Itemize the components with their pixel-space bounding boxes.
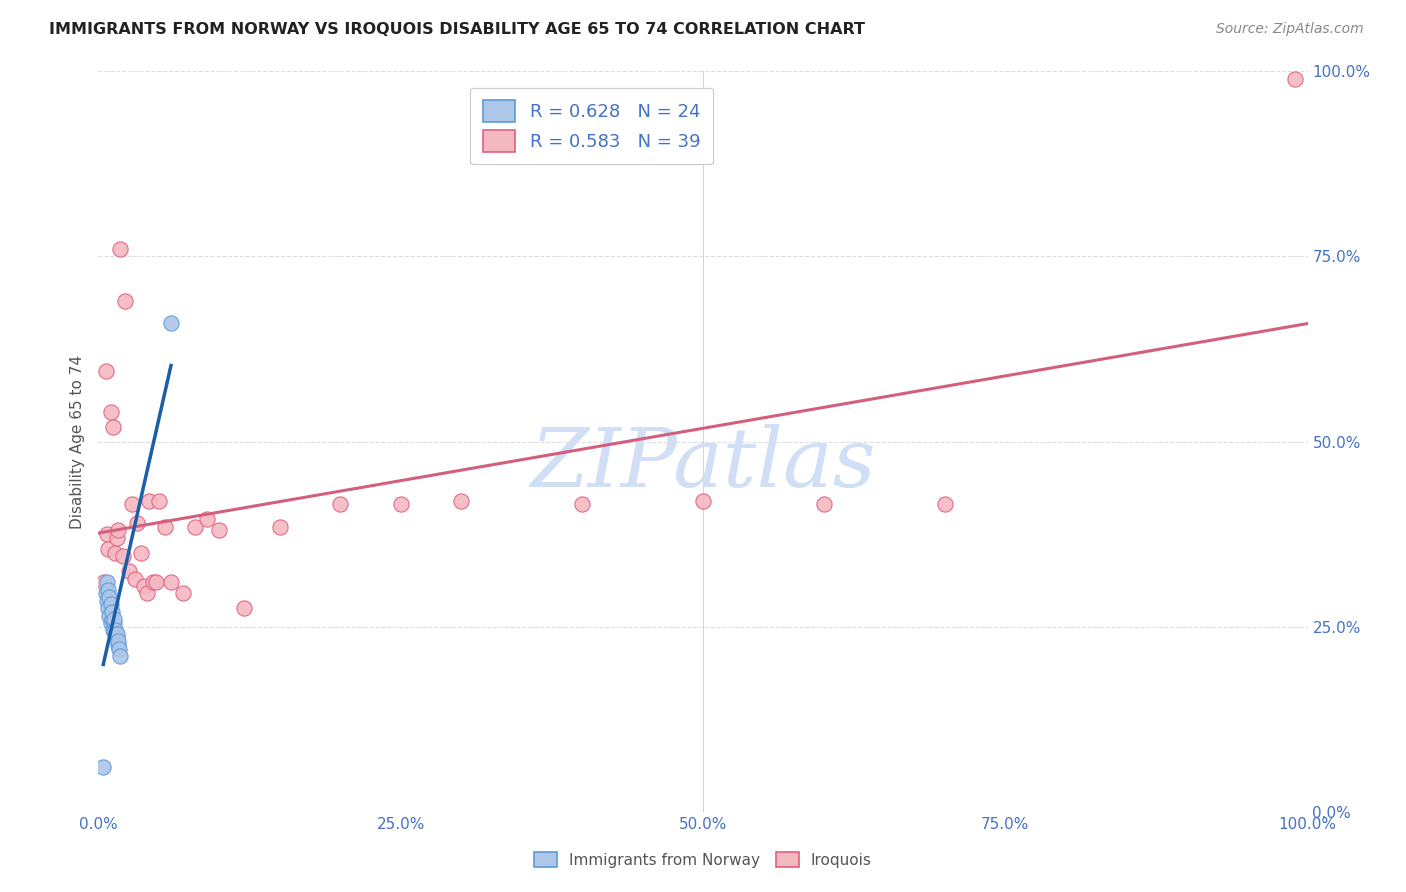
Point	[172, 586, 194, 600]
Point	[160, 575, 183, 590]
Point	[142, 575, 165, 590]
Point	[934, 498, 956, 512]
Point	[160, 316, 183, 330]
Point	[100, 405, 122, 419]
Point	[138, 493, 160, 508]
Point	[269, 519, 291, 533]
Point	[98, 590, 121, 604]
Point	[108, 641, 131, 656]
Point	[1284, 71, 1306, 86]
Point	[232, 601, 254, 615]
Point	[100, 605, 122, 619]
Legend: R = 0.628   N = 24, R = 0.583   N = 39: R = 0.628 N = 24, R = 0.583 N = 39	[470, 87, 713, 164]
Point	[103, 612, 125, 626]
Point	[105, 627, 128, 641]
Point	[124, 572, 146, 586]
Point	[329, 498, 352, 512]
Point	[184, 519, 207, 533]
Point	[118, 564, 141, 578]
Point	[104, 627, 127, 641]
Point	[93, 575, 115, 590]
Point	[111, 549, 134, 564]
Point	[104, 624, 127, 638]
Point	[104, 546, 127, 560]
Point	[114, 293, 136, 308]
Point	[121, 498, 143, 512]
Point	[107, 638, 129, 652]
Point	[96, 527, 118, 541]
Point	[94, 586, 117, 600]
Point	[94, 364, 117, 378]
Point	[103, 615, 125, 630]
Point	[813, 498, 835, 512]
Text: IMMIGRANTS FROM NORWAY VS IROQUOIS DISABILITY AGE 65 TO 74 CORRELATION CHART: IMMIGRANTS FROM NORWAY VS IROQUOIS DISAB…	[49, 22, 865, 37]
Point	[108, 649, 131, 664]
Point	[100, 615, 122, 630]
Point	[98, 608, 121, 623]
Point	[96, 593, 118, 607]
Point	[148, 493, 170, 508]
Point	[450, 493, 472, 508]
Legend: Immigrants from Norway, Iroquois: Immigrants from Norway, Iroquois	[527, 844, 879, 875]
Point	[97, 582, 120, 597]
Point	[127, 516, 149, 530]
Point	[208, 524, 231, 538]
Y-axis label: Disability Age 65 to 74: Disability Age 65 to 74	[70, 354, 86, 529]
Point	[97, 601, 120, 615]
Point	[105, 631, 128, 645]
Point	[101, 419, 124, 434]
Point	[389, 498, 412, 512]
Point	[134, 579, 156, 593]
Point	[91, 760, 114, 774]
Point	[107, 524, 129, 538]
Point	[107, 634, 129, 648]
Text: ZIPatlas: ZIPatlas	[530, 424, 876, 504]
Text: Source: ZipAtlas.com: Source: ZipAtlas.com	[1216, 22, 1364, 37]
Point	[571, 498, 593, 512]
Point	[100, 598, 122, 612]
Point	[129, 546, 152, 560]
Point	[145, 575, 167, 590]
Point	[101, 624, 124, 638]
Point	[105, 531, 128, 545]
Point	[108, 242, 131, 256]
Point	[195, 512, 218, 526]
Point	[692, 493, 714, 508]
Point	[97, 541, 120, 556]
Point	[135, 586, 157, 600]
Point	[100, 612, 122, 626]
Point	[96, 575, 118, 590]
Point	[153, 519, 176, 533]
